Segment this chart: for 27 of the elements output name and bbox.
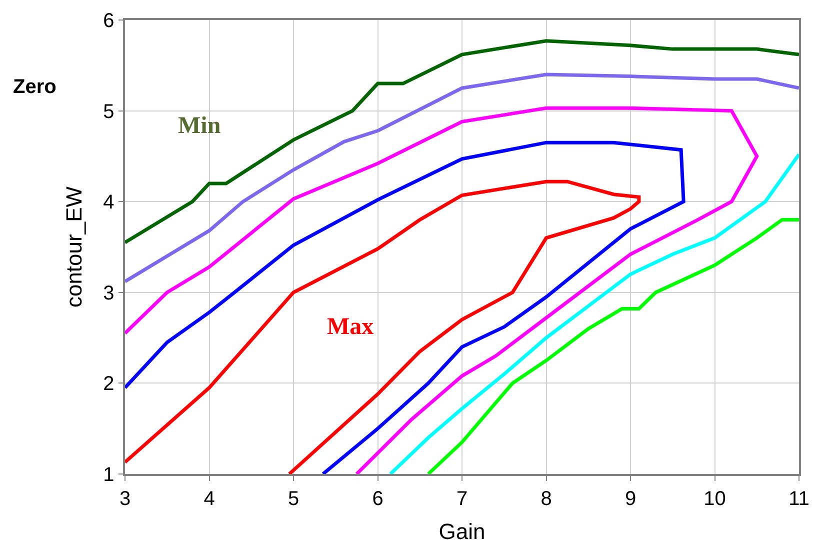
x-tick-label: 6: [372, 488, 384, 510]
annotation: Min: [178, 113, 221, 139]
line-series: [125, 106, 759, 474]
line-series: [125, 72, 799, 284]
annotation: Max: [327, 314, 374, 340]
line-series: [426, 218, 799, 474]
line-series: [125, 140, 686, 474]
x-tick-label: 8: [540, 488, 552, 510]
x-tick-label: 7: [456, 488, 468, 510]
y-tick-label: 6: [103, 10, 114, 32]
x-tick-label: 11: [788, 488, 810, 510]
line-series: [125, 180, 641, 474]
y-tick-label: 1: [103, 464, 114, 486]
x-tick-label: 5: [288, 488, 300, 510]
y-axis-title: contour_EW: [61, 186, 86, 308]
y-tick-label: 3: [103, 282, 114, 304]
x-tick-label: 3: [119, 488, 131, 510]
line-series: [125, 39, 799, 244]
x-tick-label: 4: [204, 488, 215, 510]
y-tick-label: 4: [103, 192, 114, 214]
y-tick-label: 2: [103, 373, 114, 396]
x-tick-label: 10: [704, 488, 726, 510]
text: Zero: [13, 76, 56, 98]
x-tick-label: 9: [624, 488, 636, 510]
x-axis-title: Gain: [438, 519, 486, 544]
y-tick-label: 5: [103, 100, 114, 123]
line-series: [388, 152, 799, 474]
